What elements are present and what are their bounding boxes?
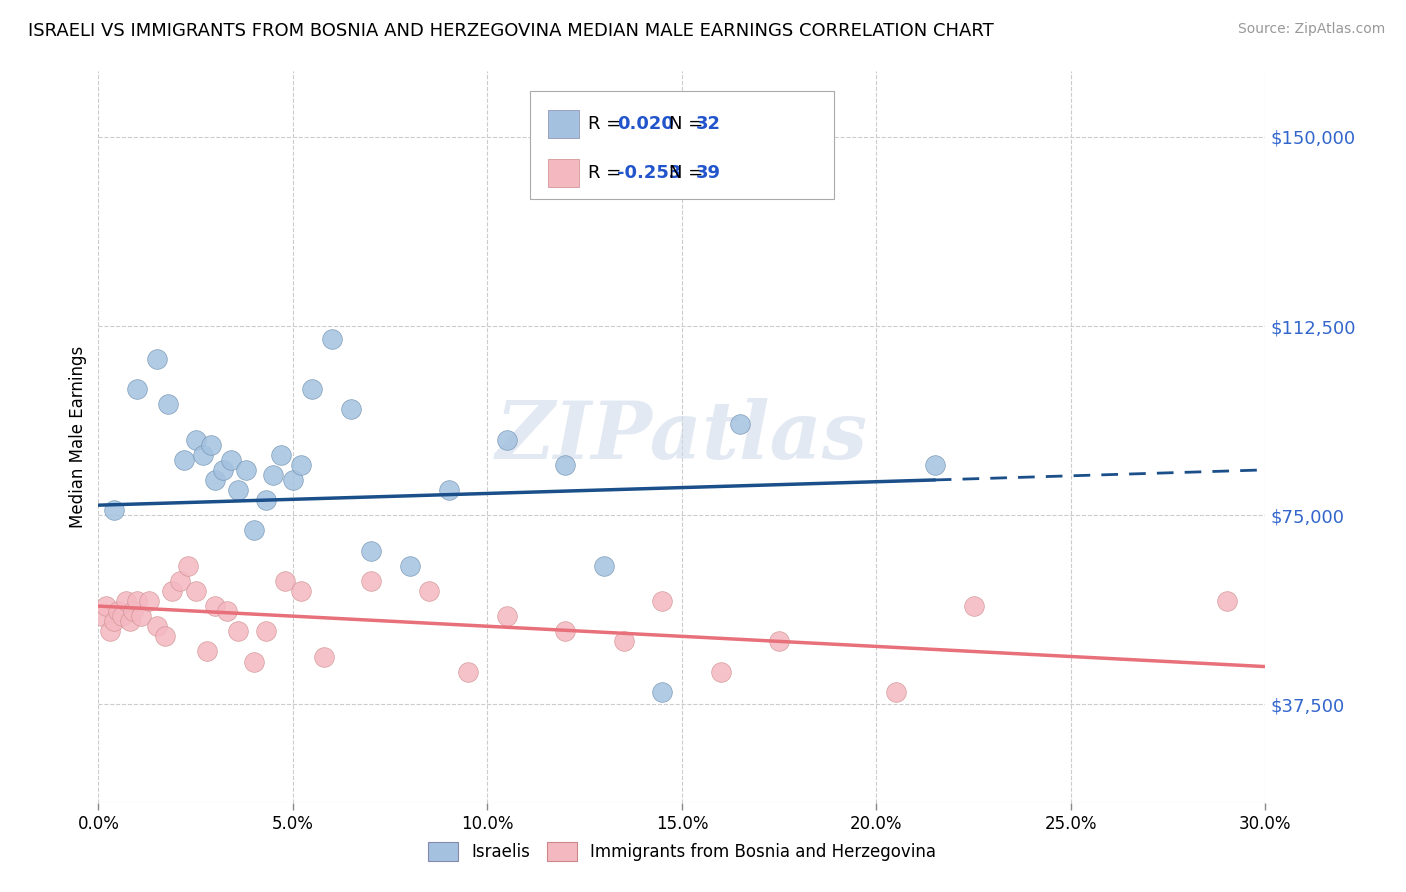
Point (111, 609, 134, 624)
Point (274, 574, 297, 588)
Point (200, 437, 222, 451)
Point (437, 483, 460, 497)
Point (262, 467, 284, 482)
Text: 0.020: 0.020 (617, 115, 673, 133)
Point (96, 599, 118, 613)
Point (228, 624, 250, 639)
Point (91, 609, 114, 624)
Point (235, 463, 257, 477)
Point (1215, 594, 1237, 608)
Point (398, 558, 420, 573)
Point (122, 604, 145, 618)
Point (193, 448, 215, 462)
Point (195, 644, 218, 658)
Point (360, 543, 382, 558)
Point (340, 402, 363, 417)
Point (146, 351, 169, 366)
Point (184, 583, 207, 598)
Text: 32: 32 (696, 115, 721, 133)
Text: R =: R = (588, 164, 627, 182)
Point (215, 604, 238, 618)
Point (127, 594, 149, 608)
Point (219, 452, 242, 467)
Point (243, 655, 266, 669)
Text: 39: 39 (696, 164, 721, 182)
Text: Source: ZipAtlas.com: Source: ZipAtlas.com (1237, 22, 1385, 37)
Point (612, 634, 634, 648)
Point (169, 574, 191, 588)
Point (107, 604, 129, 618)
Point (204, 473, 226, 487)
Point (651, 594, 673, 608)
Point (173, 452, 195, 467)
Point (496, 433, 519, 447)
Point (768, 634, 790, 648)
Text: N =: N = (669, 164, 709, 182)
Y-axis label: Median Male Earnings: Median Male Earnings (69, 346, 87, 528)
Point (360, 574, 382, 588)
Point (129, 609, 152, 624)
Point (290, 458, 312, 472)
Point (321, 332, 343, 346)
Point (204, 599, 226, 613)
Point (710, 665, 733, 679)
Point (254, 493, 277, 508)
Point (457, 665, 479, 679)
Text: ZIPatlas: ZIPatlas (496, 399, 868, 475)
Point (228, 483, 250, 497)
Point (281, 473, 304, 487)
Text: R =: R = (588, 115, 627, 133)
Text: ISRAELI VS IMMIGRANTS FROM BOSNIA AND HERZEGOVINA MEDIAN MALE EARNINGS CORRELATI: ISRAELI VS IMMIGRANTS FROM BOSNIA AND HE… (28, 22, 994, 40)
Point (184, 433, 207, 447)
Point (651, 685, 673, 699)
Point (118, 614, 141, 628)
Point (127, 382, 149, 396)
Point (162, 583, 184, 598)
Point (157, 397, 180, 411)
Point (146, 619, 169, 633)
Point (301, 382, 323, 396)
Point (98, 624, 121, 639)
Point (290, 583, 312, 598)
Point (418, 583, 440, 598)
Point (114, 594, 136, 608)
Point (212, 463, 235, 477)
Point (270, 448, 292, 462)
Point (153, 629, 176, 643)
Point (243, 524, 266, 538)
Point (554, 624, 576, 639)
Text: -0.253: -0.253 (617, 164, 682, 182)
Point (177, 558, 200, 573)
Point (312, 649, 335, 664)
Point (496, 609, 519, 624)
Point (593, 558, 616, 573)
Text: N =: N = (669, 115, 709, 133)
Legend: Israelis, Immigrants from Bosnia and Herzegovina: Israelis, Immigrants from Bosnia and Her… (422, 835, 942, 868)
Point (787, 140, 810, 154)
Point (554, 458, 576, 472)
Point (962, 599, 984, 613)
Point (730, 417, 752, 432)
Point (884, 685, 907, 699)
Point (138, 594, 160, 608)
Point (924, 458, 946, 472)
Point (103, 503, 125, 517)
Point (254, 624, 277, 639)
Point (103, 614, 125, 628)
